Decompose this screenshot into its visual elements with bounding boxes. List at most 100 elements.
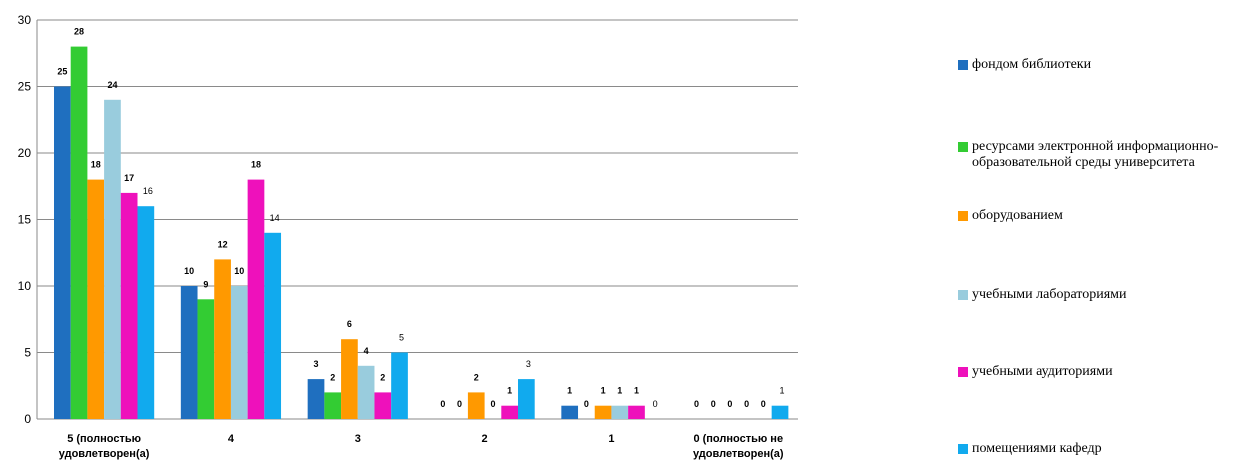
bar bbox=[467, 392, 485, 419]
legend-item: помещениями кафедр bbox=[958, 441, 1242, 457]
data-label: 3 bbox=[314, 359, 319, 369]
data-label: 28 bbox=[74, 27, 84, 37]
legend-swatch bbox=[958, 211, 968, 221]
data-label: 2 bbox=[380, 372, 385, 382]
bar bbox=[357, 365, 375, 419]
bar bbox=[374, 392, 392, 419]
data-label: 2 bbox=[330, 372, 335, 382]
data-label: 0 bbox=[711, 399, 716, 409]
bar bbox=[594, 405, 612, 419]
bar bbox=[87, 179, 105, 419]
data-label: 12 bbox=[218, 239, 228, 249]
bar bbox=[561, 405, 579, 419]
bar bbox=[264, 232, 282, 419]
legend-label: фондом библиотеки bbox=[972, 57, 1092, 72]
legend-item: фондом библиотеки bbox=[958, 57, 1242, 73]
y-tick-label: 25 bbox=[18, 80, 32, 94]
data-label: 0 bbox=[653, 399, 658, 409]
data-label: 17 bbox=[124, 173, 134, 183]
y-tick-label: 15 bbox=[18, 213, 32, 227]
data-label: 6 bbox=[347, 319, 352, 329]
bar bbox=[611, 405, 629, 419]
data-label: 24 bbox=[107, 80, 117, 90]
legend-label: помещениями кафедр bbox=[972, 441, 1102, 456]
x-axis-categories: 5 (полностью удовлетворен(а) 4 3 2 1 0 (полнос… bbox=[59, 433, 784, 460]
data-label: 1 bbox=[601, 386, 606, 396]
data-label: 14 bbox=[270, 213, 280, 223]
data-label: 0 bbox=[490, 399, 495, 409]
bar bbox=[771, 405, 789, 419]
x-category-label: 0 (полностью не удовлетворен(а) bbox=[693, 433, 784, 460]
bar bbox=[197, 299, 215, 419]
bar bbox=[70, 46, 88, 419]
legend-swatch bbox=[958, 444, 968, 454]
y-tick-label: 5 bbox=[24, 346, 31, 360]
bar bbox=[54, 86, 71, 419]
bar bbox=[247, 179, 265, 419]
x-category-label: 2 bbox=[482, 433, 488, 445]
data-label: 5 bbox=[399, 333, 404, 343]
bar bbox=[137, 206, 155, 419]
bar bbox=[341, 339, 358, 419]
bar bbox=[501, 405, 518, 419]
legend: фондом библиотеки ресурсами электронной и… bbox=[958, 0, 1243, 463]
legend-swatch bbox=[958, 290, 968, 300]
bar bbox=[180, 286, 198, 419]
legend-label: учебными лабораториями bbox=[972, 287, 1127, 302]
data-label: 1 bbox=[567, 386, 572, 396]
legend-item: ресурсами электронной информационно-обра… bbox=[958, 139, 1242, 171]
data-label: 0 bbox=[457, 399, 462, 409]
data-label: 1 bbox=[507, 386, 512, 396]
x-category-label: 1 bbox=[608, 433, 614, 445]
data-label: 1 bbox=[617, 386, 622, 396]
bar bbox=[230, 286, 248, 419]
legend-label: оборудованием bbox=[972, 208, 1063, 223]
x-category-label: 5 (полностью удовлетворен(а) bbox=[59, 433, 150, 460]
data-label: 0 bbox=[440, 399, 445, 409]
data-label: 18 bbox=[91, 160, 101, 170]
data-label: 0 bbox=[584, 399, 589, 409]
bar bbox=[628, 405, 645, 419]
y-tick-label: 20 bbox=[18, 146, 32, 160]
gridlines bbox=[36, 19, 798, 420]
data-label: 4 bbox=[364, 346, 369, 356]
data-label: 1 bbox=[634, 386, 639, 396]
data-label: 0 bbox=[694, 399, 699, 409]
y-tick-label: 10 bbox=[18, 279, 32, 293]
x-category-label: 4 bbox=[228, 433, 235, 445]
legend-label: ресурсами электронной информационно-обра… bbox=[972, 139, 1219, 170]
data-label: 10 bbox=[234, 266, 244, 276]
data-label: 18 bbox=[251, 160, 261, 170]
bar bbox=[104, 99, 121, 420]
data-label: 1 bbox=[780, 386, 785, 396]
data-label: 0 bbox=[761, 399, 766, 409]
legend-swatch bbox=[958, 142, 968, 152]
bars bbox=[54, 46, 789, 420]
bar bbox=[307, 379, 325, 419]
data-label: 9 bbox=[203, 279, 208, 289]
legend-item: оборудованием bbox=[958, 208, 1242, 224]
data-label: 16 bbox=[143, 186, 153, 196]
bar bbox=[214, 259, 231, 419]
x-category-label: 3 bbox=[355, 433, 361, 445]
data-label: 0 bbox=[727, 399, 732, 409]
bar bbox=[518, 379, 535, 419]
data-label: 2 bbox=[474, 372, 479, 382]
bar bbox=[120, 192, 138, 419]
bar bbox=[324, 392, 342, 419]
data-label: 3 bbox=[526, 359, 531, 369]
legend-item: учебными аудиториями bbox=[958, 364, 1242, 380]
data-label: 0 bbox=[744, 399, 749, 409]
legend-item: учебными лабораториями bbox=[958, 287, 1242, 303]
y-axis-ticks: 0 5 10 15 20 25 30 bbox=[18, 13, 32, 426]
bar bbox=[391, 352, 408, 419]
legend-swatch bbox=[958, 367, 968, 377]
legend-swatch bbox=[958, 60, 968, 70]
data-label: 10 bbox=[184, 266, 194, 276]
legend-label: учебными аудиториями bbox=[972, 364, 1113, 379]
y-tick-label: 0 bbox=[24, 412, 31, 426]
y-tick-label: 30 bbox=[18, 13, 32, 27]
data-label: 25 bbox=[57, 67, 67, 77]
